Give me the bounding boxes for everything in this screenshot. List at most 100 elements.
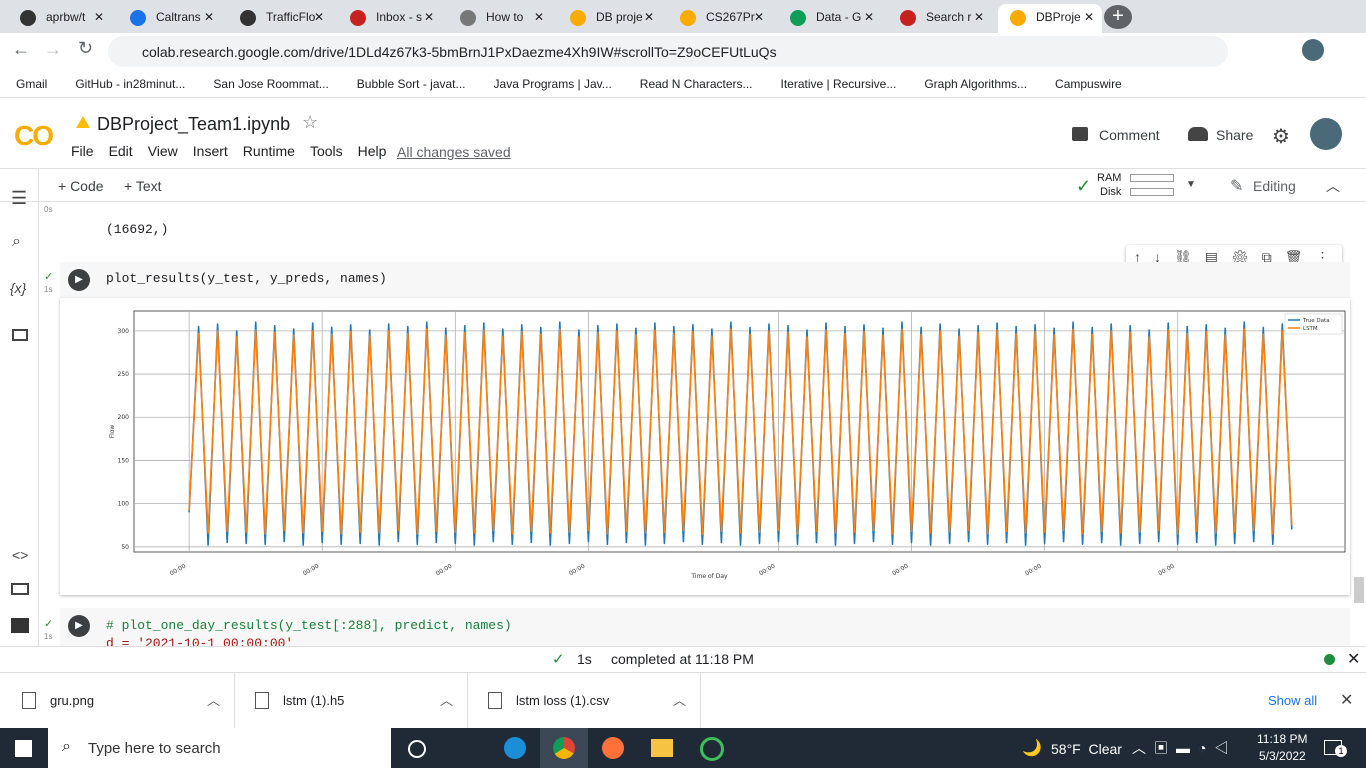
- menu-item[interactable]: Insert: [192, 143, 228, 159]
- bookmark[interactable]: Bubble Sort - javat...: [356, 77, 466, 91]
- search-placeholder: Type here to search: [88, 740, 221, 757]
- tab[interactable]: Inbox - s ✕: [338, 4, 442, 33]
- comment-button[interactable]: Comment: [1099, 127, 1160, 143]
- file-icon: [255, 692, 269, 709]
- clock-date[interactable]: 5/3/2022: [1259, 749, 1306, 763]
- clock-time[interactable]: 11:18 PM: [1257, 732, 1308, 746]
- chrome-active[interactable]: [540, 728, 588, 768]
- status-close[interactable]: ✕: [1347, 651, 1361, 668]
- tab-close[interactable]: ✕: [93, 10, 104, 24]
- notebook-title[interactable]: DBProject_Team1.ipynb: [97, 114, 291, 134]
- close-shelf[interactable]: ✕: [1340, 692, 1354, 709]
- tab-close[interactable]: ✕: [423, 10, 434, 24]
- app[interactable]: [700, 737, 724, 761]
- tab[interactable]: Caltrans ✕: [118, 4, 222, 33]
- share-button[interactable]: Share: [1216, 127, 1254, 143]
- tab[interactable]: DB proje ✕: [558, 4, 662, 33]
- tab-icon: [350, 10, 366, 26]
- download-item[interactable]: lstm (1).h5 ︿: [235, 673, 468, 728]
- forward[interactable]: →: [44, 39, 62, 59]
- colab-logo[interactable]: CO: [14, 120, 54, 151]
- add-text[interactable]: + Text: [124, 178, 162, 194]
- bookmark[interactable]: Read N Characters...: [639, 77, 753, 91]
- tab[interactable]: CS267Pr ✕: [668, 4, 772, 33]
- tab-close[interactable]: ✕: [1083, 10, 1094, 24]
- menu-item[interactable]: Runtime: [242, 143, 295, 159]
- bookmark[interactable]: Gmail: [16, 77, 48, 91]
- tab-close[interactable]: ✕: [533, 10, 544, 24]
- bookmark[interactable]: Graph Algorithms...: [924, 77, 1028, 91]
- edge[interactable]: [504, 737, 526, 759]
- ram-meter: [1130, 174, 1174, 182]
- tab[interactable]: How to ✕: [448, 4, 552, 33]
- tab-icon: [680, 10, 696, 26]
- menu-item[interactable]: Edit: [108, 143, 133, 159]
- legend-label: LSTM: [1303, 326, 1318, 332]
- file-menu[interactable]: ︿: [439, 693, 453, 708]
- tab-close[interactable]: ✕: [753, 10, 764, 24]
- tab-close[interactable]: ✕: [203, 10, 214, 24]
- x-axis-label: Time of Day: [690, 573, 728, 580]
- code-cell[interactable]: [60, 262, 1350, 298]
- menu-item[interactable]: Tools: [309, 143, 343, 159]
- weather[interactable]: 58°F Clear: [1051, 741, 1122, 757]
- command-palette[interactable]: [11, 583, 29, 595]
- tab[interactable]: TrafficFlo ✕: [228, 4, 332, 33]
- new-tab[interactable]: +: [1104, 5, 1132, 29]
- collapse[interactable]: ︿: [1326, 178, 1340, 194]
- disk-meter: [1130, 188, 1174, 196]
- tab[interactable]: aprbw/t ✕: [8, 4, 112, 33]
- cortana[interactable]: [408, 740, 426, 758]
- code-snippets[interactable]: <>: [12, 547, 29, 563]
- star[interactable]: ☆: [302, 112, 319, 132]
- add-code[interactable]: + Code: [58, 178, 104, 194]
- avatar[interactable]: [1310, 118, 1342, 150]
- reload[interactable]: ↻: [78, 38, 94, 58]
- code-cell[interactable]: ▶ # plot_one_day_results(y_test[:288], p…: [60, 608, 1350, 646]
- tab-close[interactable]: ✕: [863, 10, 874, 24]
- bookmark[interactable]: San Jose Roommat...: [213, 77, 329, 91]
- files-icon[interactable]: [12, 329, 28, 341]
- menu-item[interactable]: Help: [357, 143, 387, 159]
- editing-mode[interactable]: Editing: [1253, 178, 1296, 194]
- run-button[interactable]: ▶: [68, 615, 90, 637]
- bookmark[interactable]: Java Programs | Jav...: [493, 77, 612, 91]
- resources-dropdown[interactable]: ▼: [1186, 179, 1196, 190]
- toc-icon[interactable]: ☰: [11, 188, 28, 208]
- firefox[interactable]: [602, 737, 624, 759]
- bookmark[interactable]: Iterative | Recursive...: [780, 77, 897, 91]
- start[interactable]: [15, 740, 32, 757]
- tab-close[interactable]: ✕: [313, 10, 324, 24]
- scrollbar[interactable]: [1354, 577, 1364, 603]
- back[interactable]: ←: [12, 39, 30, 59]
- file-menu[interactable]: ︿: [206, 693, 220, 708]
- save-status[interactable]: All changes saved: [397, 144, 511, 160]
- search-box[interactable]: ⌕ Type here to search: [48, 728, 391, 768]
- menu-item[interactable]: File: [71, 143, 94, 159]
- tab-close[interactable]: ✕: [643, 10, 654, 24]
- explorer[interactable]: [651, 739, 673, 757]
- action-center[interactable]: 1: [1324, 740, 1347, 757]
- download-item[interactable]: gru.png ︿: [2, 673, 235, 728]
- tab-close[interactable]: ✕: [973, 10, 984, 24]
- omnibox[interactable]: colab.research.google.com/drive/1DLd4z67…: [108, 36, 1228, 67]
- bookmark[interactable]: GitHub - in28minut...: [75, 77, 186, 91]
- run-button[interactable]: ▶: [68, 269, 90, 291]
- download-item[interactable]: lstm loss (1).csv ︿: [468, 673, 701, 728]
- settings[interactable]: ⚙: [1272, 126, 1290, 148]
- profile[interactable]: [1302, 39, 1324, 61]
- bookmark[interactable]: Campuswire: [1055, 77, 1122, 91]
- status-message: completed at 11:18 PM: [611, 651, 754, 667]
- tab[interactable]: DBProje ✕: [998, 4, 1102, 33]
- tab[interactable]: Data - G ✕: [778, 4, 882, 33]
- terminal[interactable]: [11, 618, 29, 633]
- file-icon: [22, 692, 36, 709]
- variables-icon[interactable]: {x}: [10, 280, 27, 296]
- menu-item[interactable]: View: [147, 143, 178, 159]
- tray-icons[interactable]: ︿▣▬◔◁: [1132, 740, 1237, 756]
- show-all[interactable]: Show all: [1268, 693, 1318, 708]
- tab[interactable]: Search r ✕: [888, 4, 992, 33]
- status-bar: ✓ 1s completed at 11:18 PM ✕: [0, 646, 1366, 672]
- search-icon[interactable]: ⌕: [12, 233, 21, 250]
- file-menu[interactable]: ︿: [672, 693, 686, 708]
